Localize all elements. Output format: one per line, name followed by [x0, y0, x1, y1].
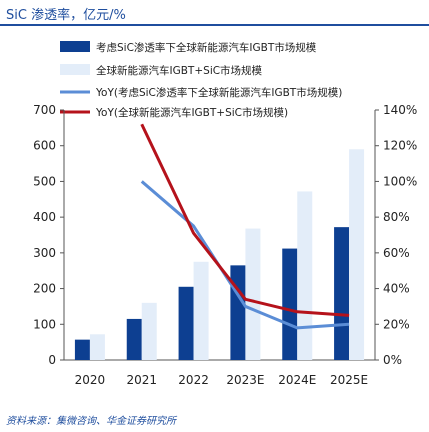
bar-0-2023E — [230, 265, 246, 360]
y-left-tick-label: 100 — [33, 317, 56, 331]
chart-header-title: SiC 渗透率，亿元/% — [6, 8, 126, 23]
y-right-tick-label: 0% — [383, 353, 402, 367]
bar-0-2020 — [74, 339, 90, 360]
bar-0-2024E — [282, 248, 298, 360]
line-series-0 — [140, 180, 350, 330]
bar-0-2021 — [126, 318, 142, 360]
x-tick-label: 2023E — [226, 373, 264, 387]
y-left-tick-label: 0 — [48, 353, 56, 367]
x-tick-label: 2024E — [278, 373, 316, 387]
y-left-tick-label: 500 — [33, 174, 56, 188]
bars — [74, 149, 365, 360]
y-right-tick-label: 100% — [383, 174, 417, 188]
line-series-1 — [140, 123, 350, 317]
legend-label-1: 全球新能源汽车IGBT+SiC市场规模 — [96, 64, 263, 77]
y-left-tick-label: 300 — [33, 246, 56, 260]
x-tick-label: 2020 — [75, 373, 106, 387]
bar-0-2025E — [334, 227, 350, 360]
bar-1-2022 — [193, 261, 209, 360]
legend: 考虑SiC渗透率下全球新能源汽车IGBT市场规模全球新能源汽车IGBT+SiC市… — [60, 41, 342, 119]
bar-0-2022 — [178, 286, 194, 360]
bar-1-2024E — [297, 191, 313, 360]
legend-label-0: 考虑SiC渗透率下全球新能源汽车IGBT市场规模 — [96, 41, 317, 54]
y-right-tick-label: 140% — [383, 103, 417, 117]
x-tick-label: 2021 — [126, 373, 157, 387]
x-tick-label: 2025E — [330, 373, 368, 387]
legend-label-3: YoY(全球新能源汽车IGBT+SiC市场规模) — [95, 106, 288, 119]
bar-1-2021 — [141, 302, 157, 360]
header-rule — [0, 24, 429, 26]
bar-1-2020 — [89, 334, 105, 360]
y-left-tick-label: 700 — [33, 103, 56, 117]
y-right-tick-label: 80% — [383, 210, 410, 224]
x-tick-labels: 2020 2021 2022 2023E 2024E 2025E — [75, 373, 369, 387]
y-right-tick-label: 20% — [383, 317, 410, 331]
axes: 0 100 200 300 400 500 600 700 0% 20% 40% 60% 80% 100%… — [33, 103, 417, 367]
source-note: 资料来源：集微咨询、华金证券研究所 — [6, 416, 176, 427]
bar-1-2023E — [245, 228, 261, 360]
y-right-tick-label: 60% — [383, 246, 410, 260]
lines — [140, 123, 350, 330]
y-left-tick-label: 400 — [33, 210, 56, 224]
bar-1-2025E — [349, 149, 365, 360]
y-right-tick-label: 120% — [383, 139, 417, 153]
legend-label-2: YoY(考虑SiC渗透率下全球新能源汽车IGBT市场规模) — [95, 86, 342, 99]
legend-swatch-0 — [60, 41, 90, 52]
y-left-tick-label: 200 — [33, 282, 56, 296]
y-left-tick-label: 600 — [33, 139, 56, 153]
y-right-tick-label: 40% — [383, 282, 410, 296]
legend-swatch-1 — [60, 64, 90, 75]
x-tick-label: 2022 — [178, 373, 209, 387]
